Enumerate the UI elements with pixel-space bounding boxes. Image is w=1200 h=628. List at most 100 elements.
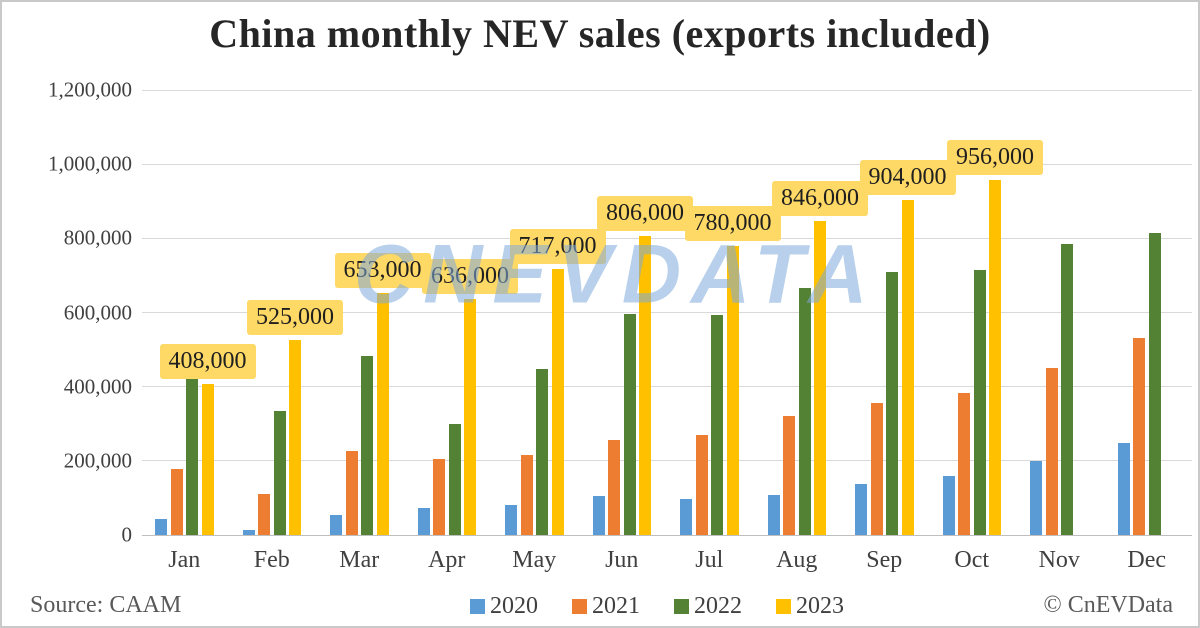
x-tick-label-may: May xyxy=(512,547,557,573)
y-axis-labels: 0 200,000 400,000 600,000 800,000 1,000,000 1,… xyxy=(2,78,132,547)
bar-2023-feb xyxy=(289,340,301,535)
x-tick-label-sep: Sep xyxy=(866,547,903,573)
y-tick-label: 1,000,000 xyxy=(48,151,132,176)
y-tick-label: 1,200,000 xyxy=(48,77,132,102)
bar-2022-jul xyxy=(711,315,723,535)
bar-2020-aug xyxy=(767,494,780,535)
bar-2022-sep xyxy=(886,272,898,535)
legend-label-2020: 2020 xyxy=(490,593,538,619)
bar-2020-sep xyxy=(855,483,867,535)
data-label-2023-jun: 806,000 xyxy=(597,196,693,232)
x-tick-label-oct: Oct xyxy=(954,547,990,573)
legend-swatch-2023 xyxy=(776,598,791,614)
bar-2021-jul xyxy=(695,434,708,535)
bar-2020-feb xyxy=(242,530,255,535)
legend-entry-2022: 2022 xyxy=(674,594,742,618)
bar-2021-dec xyxy=(1133,338,1145,535)
bar-2022-mar xyxy=(361,355,373,535)
gridline-400000 xyxy=(142,386,1192,388)
data-label-2023-aug: 846,000 xyxy=(772,181,868,217)
bar-2021-nov xyxy=(1045,368,1058,535)
chart-footer: Source: CAAM 2020 2021 2022 2023 © CnEVData xyxy=(2,592,1198,624)
y-tick-label: 800,000 xyxy=(63,225,132,250)
data-label-2023-apr: 636,000 xyxy=(422,259,518,295)
data-label-2023-jan: 408,000 xyxy=(159,343,256,379)
bar-2020-nov xyxy=(1030,460,1042,535)
legend-entry-2020: 2020 xyxy=(470,594,538,618)
bar-2020-jan xyxy=(155,518,167,535)
x-tick-label-dec: Dec xyxy=(1127,547,1167,573)
x-tick-label-apr: Apr xyxy=(428,547,466,573)
data-label-2023-mar: 653,000 xyxy=(334,252,431,288)
bar-2021-mar xyxy=(345,451,358,535)
gridline-600000 xyxy=(142,312,1192,313)
gridline-200000 xyxy=(142,460,1192,462)
x-tick-label-jun: Jun xyxy=(605,547,639,573)
gridline-1000000 xyxy=(142,163,1192,165)
bar-2021-jan xyxy=(170,468,183,535)
gridline-800000 xyxy=(142,237,1192,239)
bar-2020-oct xyxy=(942,475,955,535)
bar-2022-aug xyxy=(798,288,811,535)
legend-swatch-2021 xyxy=(572,598,587,614)
y-tick-label: 0 xyxy=(121,522,133,547)
legend-label-2021: 2021 xyxy=(592,593,640,619)
x-tick-label-nov: Nov xyxy=(1038,547,1080,573)
legend-entry-2023: 2023 xyxy=(776,594,844,618)
bar-2022-nov xyxy=(1061,243,1073,535)
watermark: CNEVDATA xyxy=(354,228,878,321)
x-tick-label-jan: Jan xyxy=(168,547,201,573)
legend-swatch-2022 xyxy=(674,598,689,614)
x-tick-label-jul: Jul xyxy=(695,547,724,573)
bar-2020-dec xyxy=(1117,443,1130,535)
bar-2022-may xyxy=(536,369,548,535)
data-label-2023-jul: 780,000 xyxy=(684,205,781,241)
x-tick-label-feb: Feb xyxy=(253,547,290,573)
bar-2021-apr xyxy=(433,458,445,535)
bar-2020-may xyxy=(505,504,517,535)
bar-2023-jul xyxy=(726,245,739,535)
bar-2023-may xyxy=(551,269,564,535)
bar-2021-may xyxy=(520,454,533,535)
bar-2021-aug xyxy=(783,415,795,535)
bar-2023-aug xyxy=(814,221,826,535)
bar-2023-jan xyxy=(201,383,214,535)
data-label-2023-may: 717,000 xyxy=(509,229,606,265)
bar-2022-jun xyxy=(623,313,636,535)
bar-2021-oct xyxy=(958,392,970,535)
legend-swatch-2020 xyxy=(470,598,485,614)
data-label-2023-sep: 904,000 xyxy=(859,159,956,195)
bar-2020-apr xyxy=(417,508,430,535)
y-tick-label: 400,000 xyxy=(63,374,132,399)
bar-2022-dec xyxy=(1148,233,1161,535)
bar-2020-mar xyxy=(330,515,342,535)
bar-2020-jun xyxy=(592,496,605,535)
legend: 2020 2021 2022 2023 xyxy=(112,594,1198,618)
legend-label-2023: 2023 xyxy=(796,593,844,619)
bar-2021-feb xyxy=(258,494,270,535)
gridline-1200000 xyxy=(142,89,1192,91)
bar-2022-feb xyxy=(273,411,286,535)
bar-2022-apr xyxy=(448,424,461,535)
x-axis-labels: Jan Feb Mar Apr May Jun Jul Aug Sep Oct Nov Dec xyxy=(142,547,1192,577)
bar-2021-sep xyxy=(870,402,883,535)
x-tick-label-aug: Aug xyxy=(776,547,818,573)
bar-2023-oct xyxy=(989,180,1001,535)
bar-2023-apr xyxy=(464,299,476,535)
bar-2021-jun xyxy=(608,440,620,535)
data-label-2023-oct: 956,000 xyxy=(947,140,1043,176)
bar-2023-mar xyxy=(376,292,389,535)
plot-area: CNEVDATA 408,000 525,000 653,000 636,000 717… xyxy=(142,89,1192,536)
bar-2020-jul xyxy=(680,498,692,535)
bar-2023-jun xyxy=(639,236,651,535)
x-tick-label-mar: Mar xyxy=(339,547,380,573)
legend-entry-2021: 2021 xyxy=(572,594,640,618)
y-tick-label: 600,000 xyxy=(63,300,132,324)
source-note: Source: CAAM xyxy=(30,592,182,618)
copyright-note: © CnEVData xyxy=(1043,592,1173,618)
legend-label-2022: 2022 xyxy=(694,593,742,619)
gridline-0 xyxy=(142,534,1192,536)
y-tick-label: 200,000 xyxy=(63,448,132,473)
chart-title: China monthly NEV sales (exports include… xyxy=(209,11,991,56)
